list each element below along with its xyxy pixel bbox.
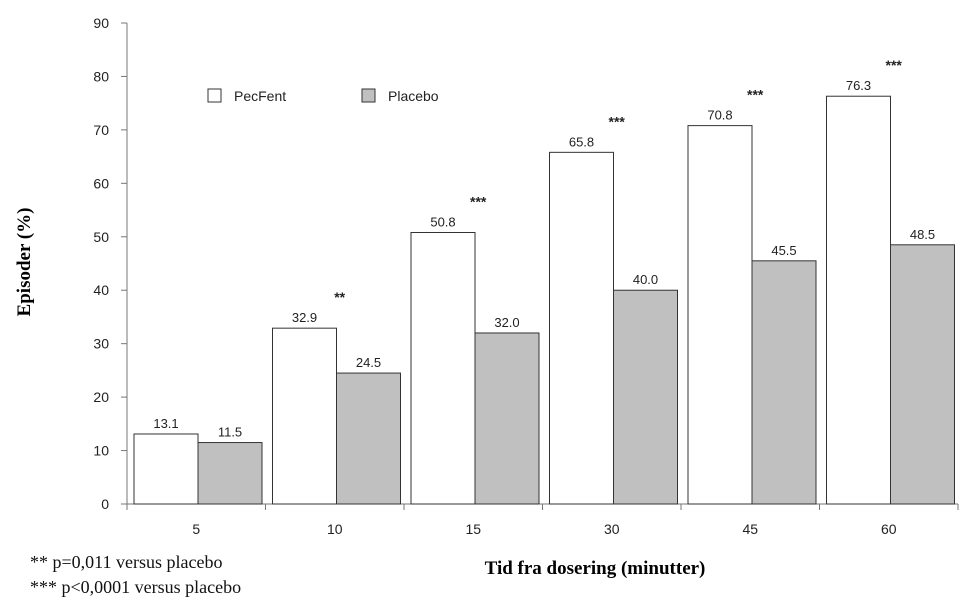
y-tick-label: 20 xyxy=(93,389,109,405)
y-tick-label: 10 xyxy=(93,443,109,459)
legend-label: PecFent xyxy=(234,88,286,104)
footnote-double-star: ** p=0,011 versus placebo xyxy=(30,552,223,572)
data-label: 70.8 xyxy=(707,108,732,123)
y-tick-label: 30 xyxy=(93,336,109,352)
bar-placebo xyxy=(890,244,955,505)
legend-label: Placebo xyxy=(388,88,439,104)
legend-swatch xyxy=(207,88,222,103)
y-tick-label: 60 xyxy=(93,175,109,191)
data-label: 45.5 xyxy=(771,243,796,258)
data-label: 48.5 xyxy=(910,227,935,242)
footnote-triple-star: *** p<0,0001 versus placebo xyxy=(30,577,242,597)
significance-marker: *** xyxy=(886,57,903,73)
bar-pecfent xyxy=(826,95,891,505)
data-label: 24.5 xyxy=(356,355,381,370)
y-tick-label: 40 xyxy=(93,282,109,298)
bar-placebo xyxy=(336,372,401,505)
significance-marker: ** xyxy=(334,289,345,305)
x-tick-label: 60 xyxy=(881,521,897,537)
y-tick-label: 50 xyxy=(93,229,109,245)
x-axis-title: Tid fra dosering (minutter) xyxy=(485,558,706,579)
legend-swatch xyxy=(361,88,376,103)
bars xyxy=(133,95,955,505)
bar-placebo xyxy=(197,442,263,505)
x-tick-label: 5 xyxy=(192,521,200,537)
bar-pecfent xyxy=(549,151,614,505)
significance-marker: *** xyxy=(747,87,764,103)
bar-pecfent xyxy=(133,433,199,505)
data-label: 32.0 xyxy=(494,315,519,330)
data-label: 40.0 xyxy=(633,272,658,287)
y-axis-title: Episoder (%) xyxy=(14,208,35,317)
data-labels: 13.1 11.5 32.9 24.5 ** 50.8 32.0 *** 65.8 40.0 ***… xyxy=(153,57,935,439)
bar-placebo xyxy=(613,289,678,505)
data-label: 76.3 xyxy=(846,78,871,93)
x-tick-label: 45 xyxy=(742,521,758,537)
y-tick-label: 0 xyxy=(101,496,109,512)
bar-placebo xyxy=(751,260,817,505)
data-label: 65.8 xyxy=(569,134,594,149)
data-label: 50.8 xyxy=(430,215,455,230)
bar-pecfent xyxy=(272,327,337,505)
significance-marker: *** xyxy=(609,113,626,129)
data-label: 32.9 xyxy=(292,310,317,325)
y-axis: 0 10 20 30 40 50 60 70 80 90 xyxy=(93,15,128,512)
x-tick-label: 15 xyxy=(465,521,481,537)
bar-pecfent xyxy=(687,125,753,505)
y-tick-label: 70 xyxy=(93,122,109,138)
x-tick-label: 30 xyxy=(604,521,620,537)
legend: PecFent Placebo xyxy=(207,88,439,104)
bar-placebo xyxy=(474,332,540,505)
bar-pecfent xyxy=(410,232,476,505)
y-tick-label: 90 xyxy=(93,15,109,31)
x-axis: 5 10 15 30 45 60 xyxy=(126,503,959,537)
data-label: 13.1 xyxy=(153,416,178,431)
x-tick-label: 10 xyxy=(327,521,343,537)
y-tick-label: 80 xyxy=(93,68,109,84)
data-label: 11.5 xyxy=(218,425,242,440)
significance-marker: *** xyxy=(470,194,487,210)
